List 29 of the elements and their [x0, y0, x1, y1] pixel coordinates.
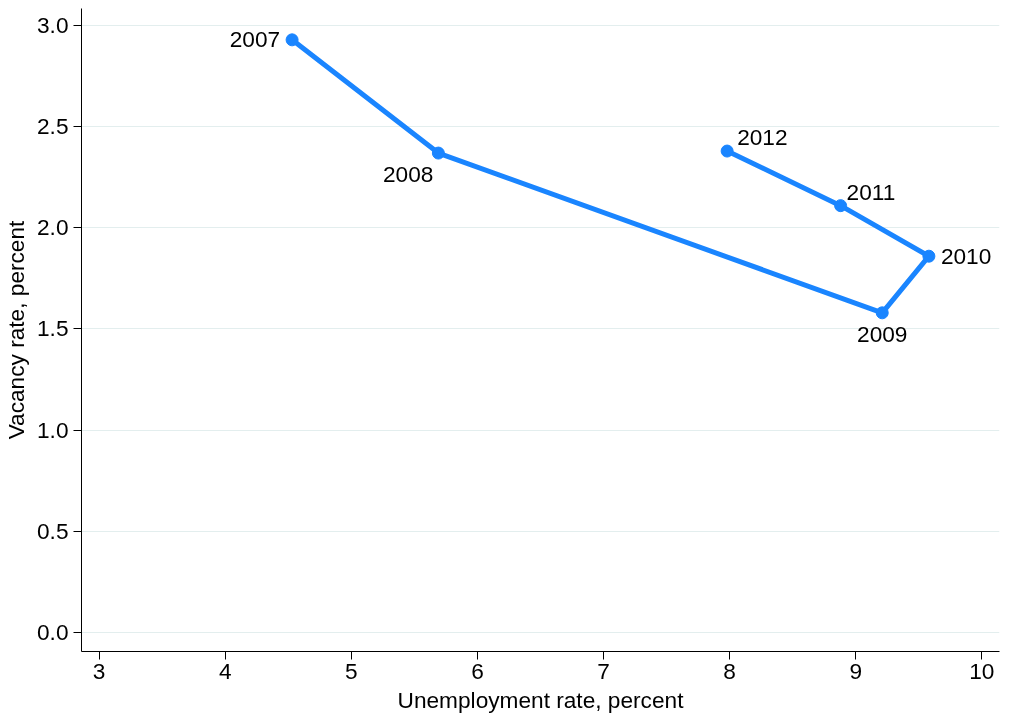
x-tick-label: 3 [92, 657, 106, 684]
y-axis-title: Vacancy rate, percent [3, 219, 29, 440]
annotation: 2009 [857, 320, 908, 347]
annotation: 2010 [940, 242, 992, 269]
y-tick-label: 2.0 [37, 214, 69, 241]
y-tick-label: 1.5 [37, 315, 69, 342]
annotation: 2012 [737, 124, 788, 151]
point [720, 144, 734, 158]
point [834, 199, 848, 213]
annotation: 2008 [382, 161, 434, 188]
x-tick-label: 4 [218, 657, 232, 684]
x-tick-label: 10 [969, 657, 995, 684]
y-tick-label: 0.5 [37, 517, 69, 544]
y-tick-label: 0.0 [37, 618, 69, 645]
point [431, 146, 445, 160]
y-tick-label: 3.0 [37, 12, 69, 39]
x-tick-label: 6 [471, 657, 484, 684]
point [285, 33, 299, 47]
x-tick-label: 7 [597, 657, 610, 684]
x-tick-label: 9 [849, 657, 863, 684]
point [875, 306, 889, 320]
annotation: 2011 [846, 178, 896, 205]
y-tick-label: 2.5 [37, 113, 69, 140]
y-tick-label: 1.0 [37, 416, 69, 443]
x-axis-title: Unemployment rate, percent [397, 686, 685, 713]
annotation: 2007 [229, 26, 281, 53]
x-tick-label: 5 [345, 657, 358, 684]
x-tick-label: 8 [723, 657, 736, 684]
point [922, 249, 936, 263]
